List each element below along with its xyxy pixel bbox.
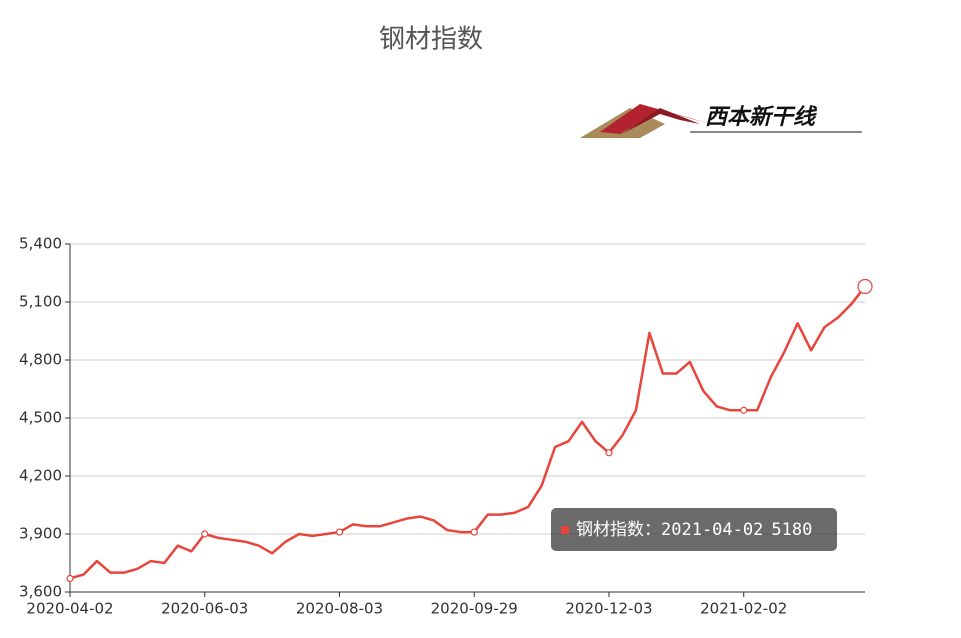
point: [201, 530, 209, 538]
y-tick-label: 4,800: [19, 351, 62, 369]
tooltip-label: 钢材指数：: [576, 520, 661, 540]
y-tick-label: 4,200: [19, 467, 62, 485]
logo: 西本新干线: [580, 104, 862, 138]
point: [335, 528, 344, 536]
point: [605, 449, 613, 457]
point: [857, 278, 873, 295]
tooltip: 钢材指数：2021-04-02 5180: [551, 508, 837, 551]
chart-title: 钢材指数: [379, 25, 483, 55]
tooltip-box: [551, 508, 837, 551]
x-tick-label: 2020-12-03: [565, 600, 652, 618]
logo-text: 西本新干线: [705, 104, 818, 130]
y-tick-label: 4,500: [19, 409, 62, 427]
y-tick-label: 5,400: [19, 235, 62, 253]
point: [470, 528, 478, 536]
y-tick-label: 5,100: [19, 293, 62, 311]
tooltip-date: 2021-04-02: [661, 520, 763, 540]
tooltip-text: 钢材指数：2021-04-02 5180: [576, 520, 812, 540]
x-tick-label: 2020-09-29: [431, 600, 518, 618]
y-tick-label: 3,600: [19, 583, 62, 601]
line: [69, 285, 866, 580]
point: [740, 406, 748, 414]
tooltip-value: 5180: [771, 520, 812, 540]
x-tick-label: 2020-04-02: [26, 600, 113, 618]
point: [66, 574, 74, 583]
tooltip-swatch: [561, 526, 569, 534]
x-tick-label: 2021-02-02: [700, 600, 787, 618]
y-tick-label: 3,900: [19, 525, 62, 543]
x-tick-label: 2020-08-03: [296, 600, 383, 618]
x-tick-label: 2020-06-03: [161, 600, 248, 618]
